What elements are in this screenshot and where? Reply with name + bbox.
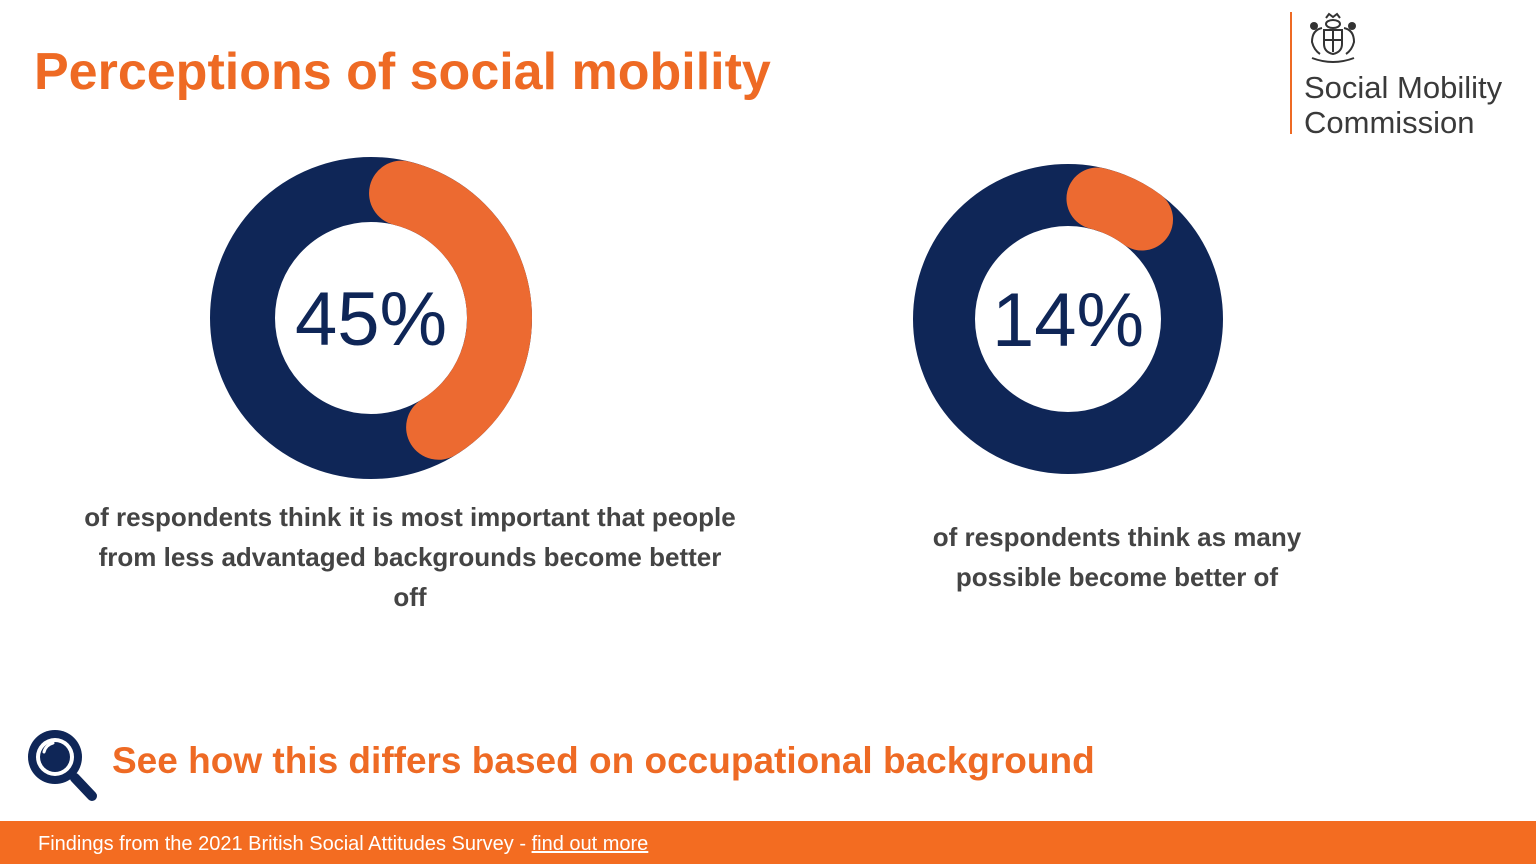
donut-highlight-segment [1066, 167, 1174, 251]
cta-label[interactable]: See how this differs based on occupation… [112, 740, 1095, 781]
commission-logo: Social Mobility Commission [1290, 12, 1526, 140]
magnifying-glass-icon [28, 730, 97, 801]
page-title: Perceptions of social mobility [34, 43, 771, 101]
footer-bar: Findings from the 2021 British Social At… [0, 821, 1536, 864]
royal-crest-icon [1310, 12, 1356, 63]
logo-divider [1290, 12, 1292, 134]
donut-value-label: 14% [992, 278, 1144, 363]
donut-value-label: 45% [295, 277, 447, 362]
logo-text: Social Mobility Commission [1304, 70, 1503, 140]
donut-chart-as-many-better-off: 14% [913, 164, 1223, 474]
donut-highlight-segment [369, 160, 532, 460]
occupational-background-cta[interactable]: See how this differs based on occupation… [24, 726, 1224, 806]
footer-source: Findings from the 2021 British Social At… [38, 833, 532, 855]
donut-caption: of respondents think it is most importan… [84, 502, 736, 612]
donut-caption: of respondents think as many possible be… [932, 522, 1302, 592]
donut-chart-respondents-better-off: 45% [210, 157, 532, 479]
find-out-more-link[interactable]: find out more [531, 833, 649, 855]
footer-text: Findings from the 2021 British Social At… [38, 833, 648, 856]
